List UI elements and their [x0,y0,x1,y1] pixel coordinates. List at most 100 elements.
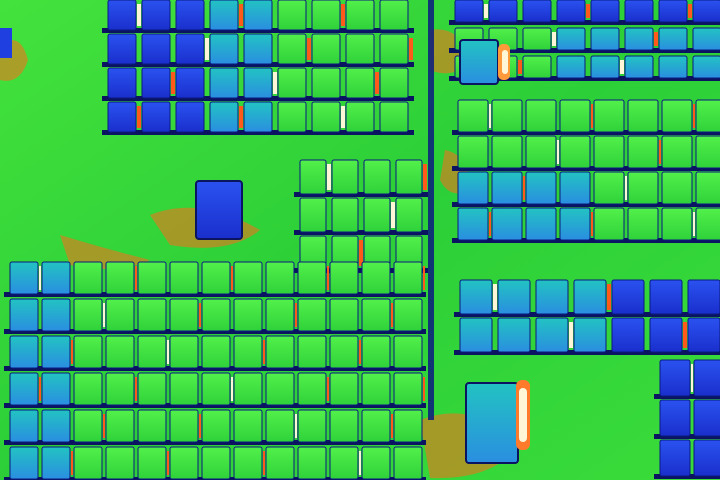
solar-panel [277,67,307,99]
solar-panel [9,298,39,332]
solar-panel [661,207,693,241]
solar-panel [573,317,607,353]
solar-panel [695,171,720,205]
solar-panel [345,0,375,31]
hot-seam [295,414,297,438]
solar-panel [201,261,231,295]
hot-seam [205,38,209,60]
hot-seam [423,164,427,190]
solar-panel [141,67,171,99]
solar-panel [497,317,531,353]
solar-panel [105,298,135,332]
hot-seam [135,266,137,290]
hot-seam [489,104,491,128]
solar-panel [457,99,489,133]
hot-seam [659,140,661,164]
hot-seam [71,451,73,475]
solar-panel [201,372,231,406]
hot-seam [683,322,687,348]
hot-seam [489,212,491,236]
solar-panel [299,197,327,233]
solar-panel [363,159,391,195]
solar-panel [556,0,586,23]
hot-seam [375,72,379,94]
solar-panel [491,171,523,205]
hot-seam [693,104,695,128]
solar-panel [573,279,607,315]
hot-seam [327,164,331,190]
hot-seam [359,240,363,266]
hot-seam [239,106,243,128]
central-walkway [428,0,434,420]
solar-panel [659,439,691,477]
solar-panel [488,0,518,23]
solar-panel [243,33,273,65]
hot-seam [231,377,233,401]
solar-panel [457,135,489,169]
hot-seam [518,60,522,74]
hot-seam [359,340,361,364]
hot-seam [39,377,41,401]
hot-seam [199,303,201,327]
solar-panel [457,207,489,241]
solar-panel [661,171,693,205]
solar-panel [297,335,327,369]
solar-panel [169,372,199,406]
solar-panel [265,335,295,369]
solar-panel [525,135,557,169]
solar-panel [692,27,720,51]
solar-panel [175,0,205,31]
panel-rail [294,192,428,197]
solar-panel [535,317,569,353]
solar-panel [243,67,273,99]
solar-panel [105,261,135,295]
solar-panel [137,298,167,332]
solar-panel [379,101,409,133]
hot-seam [239,4,243,26]
equipment-box-bottom [465,382,519,464]
solar-panel [535,279,569,315]
hot-seam [327,266,329,290]
solar-panel [141,101,171,133]
hot-seam [263,451,265,475]
solar-panel [345,33,375,65]
solar-panel [497,279,531,315]
solar-panel [687,317,720,353]
hot-seam [688,4,692,18]
solar-panel [627,135,659,169]
solar-panel [695,135,720,169]
solar-panel [73,335,103,369]
solar-panel [169,409,199,443]
solar-panel [345,101,375,133]
solar-panel [627,171,659,205]
hot-seam [493,284,497,310]
hot-seam [523,176,525,200]
solar-panel [311,33,341,65]
panel-rail [294,230,428,235]
solar-panel [593,171,625,205]
solar-panel [525,171,557,205]
solar-panel [611,279,645,315]
solar-panel [277,33,307,65]
solar-panel [559,99,591,133]
hot-seam [103,414,105,438]
solar-panel [379,0,409,31]
hot-seam [569,322,573,348]
hot-seam [307,38,311,60]
hot-seam [625,176,627,200]
solar-panel [233,335,263,369]
small-box-left-edge [0,28,12,58]
solar-panel [693,399,720,437]
solar-panel [693,359,720,397]
hot-seam [557,140,559,164]
solar-panel [233,298,263,332]
hot-seam [359,451,361,475]
solar-panel [659,399,691,437]
hot-seam [691,364,693,392]
solar-panel [393,261,423,295]
solar-panel [175,67,205,99]
hot-seam [693,212,695,236]
solar-panel [73,409,103,443]
solar-panel [658,0,688,23]
solar-panel [243,101,273,133]
